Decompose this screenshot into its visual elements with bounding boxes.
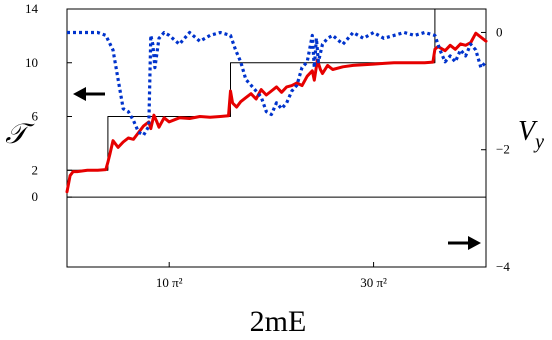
series-line-2 [67, 30, 488, 137]
series-group [65, 8, 488, 198]
right-tick-label-0: 0 [496, 24, 503, 39]
left-tick-label-3: 10 [25, 55, 38, 70]
plot-frame-group [66, 8, 487, 268]
plot-frame [66, 8, 487, 268]
right-axis-title-subscript: y [533, 131, 544, 153]
right-axis-title-main: V [518, 116, 538, 147]
right-axis-title: Vy [518, 116, 544, 153]
right-axis-arrow-head [468, 236, 481, 250]
left-axis-title: 𝒯 [5, 119, 35, 150]
left-tick-label-2: 6 [32, 109, 39, 124]
right-tick-label-1: −2 [496, 142, 510, 157]
ticks-group: 0 2 6 10 14 0 −2 −4 10 π² 30 π² [25, 1, 510, 290]
x-tick-label-1: 30 π² [360, 275, 387, 290]
left-tick-label-1: 2 [32, 162, 39, 177]
left-tick-label-4: 14 [25, 1, 39, 16]
right-tick-label-2: −4 [496, 259, 510, 274]
arrows-group [73, 87, 481, 250]
left-axis-arrow-head [73, 87, 86, 101]
series-line-1 [65, 31, 488, 194]
x-tick-label-0: 10 π² [156, 275, 183, 290]
x-axis-title: 2mE [250, 305, 307, 338]
left-tick-label-0: 0 [32, 189, 39, 204]
